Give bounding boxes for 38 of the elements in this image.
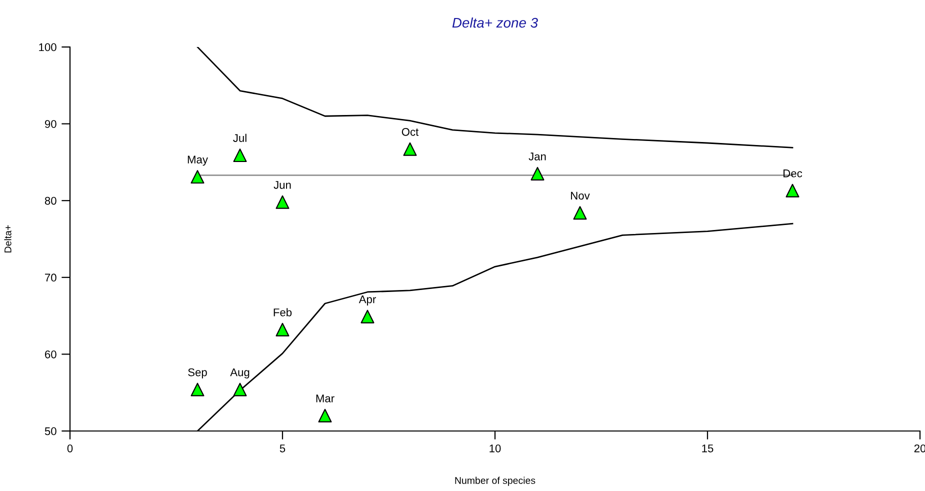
annotation: Oct — [402, 128, 419, 136]
annotation: Dec — [784, 170, 802, 178]
line-series — [196, 47, 794, 148]
x-tick-label: 0 — [67, 444, 73, 452]
point — [190, 382, 204, 396]
point — [276, 195, 290, 209]
annotation: Jun — [274, 181, 291, 189]
y-axis-title: Delta+ — [4, 225, 12, 252]
point — [530, 166, 544, 180]
y-tick-label: 80 — [44, 196, 56, 205]
y-tick-label: 70 — [45, 274, 56, 282]
point — [190, 170, 204, 184]
point — [318, 408, 332, 422]
annotation: Apr — [358, 296, 376, 306]
annotation: Aug — [230, 368, 250, 378]
point — [360, 310, 374, 324]
y-tick-label: 50 — [44, 427, 56, 436]
point — [573, 206, 587, 220]
point — [233, 382, 247, 396]
x-axis-title: Number of species — [455, 476, 536, 486]
x-tick-label: 15 — [702, 444, 714, 452]
x-tick-label: 5 — [280, 444, 286, 452]
annotation: Mar — [316, 394, 334, 402]
y-tick-label: 100 — [39, 43, 56, 52]
point — [276, 322, 290, 336]
point — [786, 184, 800, 198]
annotation: Sep — [188, 368, 207, 378]
annotation: Jan — [528, 152, 546, 160]
point — [403, 142, 417, 156]
annotation: Nov — [571, 192, 590, 200]
annotation: Jul — [233, 134, 246, 142]
y-tick-label: 60 — [45, 350, 56, 358]
annotation: Feb — [274, 308, 292, 316]
y-tick-label: 90 — [44, 120, 56, 128]
annotation: May — [188, 156, 208, 166]
chart-title: Delta+ zone 3 — [452, 17, 538, 28]
point — [233, 148, 247, 162]
x-tick-label: 10 — [490, 444, 501, 452]
